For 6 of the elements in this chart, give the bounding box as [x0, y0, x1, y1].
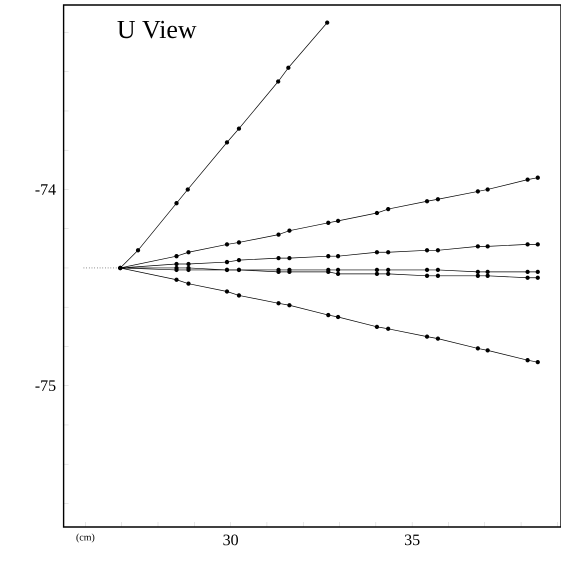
chart-title: U View	[117, 20, 196, 38]
x-tick-label: 30	[223, 534, 238, 546]
x-tick-label: 35	[404, 534, 420, 546]
x-axis-title: (cm)	[76, 534, 94, 543]
y-tick-label: -74	[35, 184, 56, 195]
y-tick-label: -75	[35, 380, 56, 391]
